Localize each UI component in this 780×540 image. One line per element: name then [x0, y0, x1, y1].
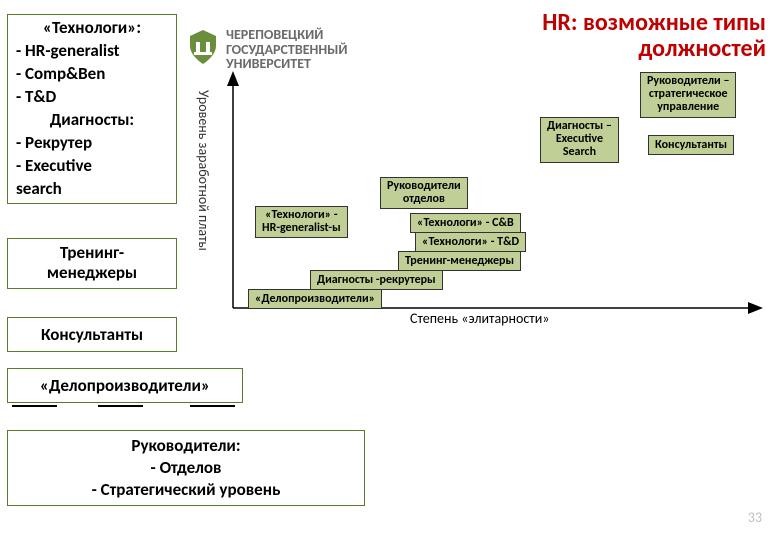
leftbox-technolog: «Технологи»: - HR-generalist - Comp&Ben … — [7, 14, 177, 204]
diag-item-0: - Рекрутер — [16, 132, 168, 155]
dbox-diag-es: Диагносты – Executive Search — [540, 117, 619, 163]
leftbox-trening: Тренинг-менеджеры — [7, 238, 177, 289]
dbox-delo: «Делопроизводители» — [248, 289, 382, 309]
ruk-otd-l2: отделов — [387, 193, 461, 206]
title-line1: HR: возможные типы — [542, 10, 766, 36]
university-logo — [186, 28, 220, 66]
leftbox-rukovod: Руководители: - Отделов - Стратегический… — [7, 430, 365, 506]
ruk-item-1: - Стратегический уровень — [16, 479, 356, 501]
dbox-diag-recr: Диагносты -рекрутеры — [310, 270, 443, 290]
dbox-tech-cb: «Технологи» - C&B — [410, 213, 521, 233]
y-axis-label: Уровень заработной платы — [195, 90, 212, 290]
university-name: ЧЕРЕПОВЕЦКИЙ ГОСУДАРСТВЕННЫЙ УНИВЕРСИТЕТ — [226, 28, 348, 72]
ruk-strat-l3: управление — [647, 101, 729, 114]
tech-item-0: - HR-generalist — [16, 40, 168, 63]
dbox-consult: Консультанты — [648, 135, 734, 155]
leftbox-delo: «Делопроизводители» — [7, 368, 243, 403]
diag-item-1: - Executive — [16, 155, 168, 178]
tech-item-1: - Comp&Ben — [16, 63, 168, 86]
dbox-tren-mgr: Тренинг-менеджеры — [398, 251, 521, 271]
tech-item-2: - T&D — [16, 86, 168, 109]
page-number: 33 — [748, 509, 762, 526]
dash-1 — [12, 405, 57, 407]
slide-title: HR: возможные типы должностей — [542, 10, 766, 63]
title-line2: должностей — [542, 36, 766, 62]
dbox-tech-gen: «Технологи» - HR-generalist-ы — [255, 206, 348, 238]
ruk-header: Руководители: — [16, 435, 356, 457]
dbox-ruk-otd: Руководители отделов — [380, 177, 468, 209]
dash-2 — [98, 405, 143, 407]
x-axis-label: Степень «элитарности» — [410, 310, 549, 327]
diag-es-l3: Search — [547, 146, 612, 159]
leftbox-consult: Консультанты — [7, 317, 177, 352]
tech-gen-l2: HR-generalist-ы — [262, 222, 341, 235]
tech-header: «Технологи»: — [16, 17, 168, 40]
dbox-tech-td: «Технологи» - T&D — [415, 232, 526, 252]
dbox-ruk-strat: Руководители – стратегическое управление — [640, 72, 736, 118]
diag-header: Диагносты: — [16, 109, 168, 132]
ruk-item-0: - Отделов — [16, 457, 356, 479]
dash-3 — [190, 405, 235, 407]
diag-item-2: search — [16, 178, 168, 201]
